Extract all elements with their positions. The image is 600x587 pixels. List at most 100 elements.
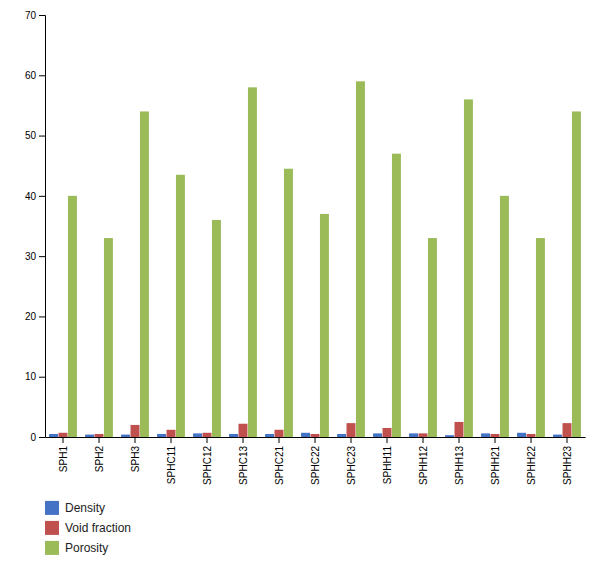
bar: [409, 433, 418, 437]
legend-label: Void fraction: [65, 521, 131, 535]
legend-item: Porosity: [45, 541, 108, 555]
tick-mark: [387, 437, 388, 443]
bar: [347, 423, 356, 437]
bar: [140, 111, 149, 437]
x-tick: SPHH23: [562, 437, 573, 485]
bar-series: [59, 422, 572, 437]
bar: [464, 99, 473, 437]
plot: 0 10 20 30 40 50 60 70 SPH1 SPH2 SPH3 SPHC11 SPHC12 S…: [25, 10, 586, 485]
tick-mark: [99, 437, 100, 443]
x-tick: SPHC11: [166, 437, 177, 484]
y-axis: 0 10 20 30 40 50 60 70: [25, 10, 46, 443]
x-tick: SPH3: [130, 437, 141, 472]
bar: [68, 196, 77, 437]
bar: [356, 81, 365, 437]
tick-mark: [207, 437, 208, 443]
bar-series: [49, 433, 562, 437]
bar: [131, 425, 140, 437]
chart: 0 10 20 30 40 50 60 70 SPH1 SPH2 SPH3 SPHC11 SPHC12 S…: [0, 0, 600, 587]
tick-label: SPH1: [58, 446, 69, 473]
bar: [176, 175, 185, 437]
bar: [392, 154, 401, 437]
x-tick: SPHC21: [274, 437, 285, 485]
tick-label: 40: [25, 191, 37, 202]
tick-label: SPHH13: [454, 446, 465, 485]
tick-mark: [39, 75, 45, 76]
bar: [572, 111, 581, 437]
bar: [248, 87, 257, 437]
legend: Density Void fraction Porosity: [45, 501, 131, 555]
tick-label: SPHH21: [490, 446, 501, 485]
tick-label: SPHC13: [238, 446, 249, 485]
bar: [517, 433, 526, 437]
bar: [419, 433, 428, 437]
x-tick: SPHH21: [490, 437, 501, 485]
bar: [229, 434, 238, 437]
legend-item: Density: [45, 501, 105, 515]
bar: [193, 433, 202, 437]
tick-label: SPH2: [94, 446, 105, 473]
tick-label: 10: [25, 371, 37, 382]
bar: [445, 435, 454, 437]
tick-label: SPHH23: [562, 446, 573, 485]
bar: [428, 238, 437, 437]
x-tick: SPHC22: [310, 437, 321, 485]
bar: [311, 434, 320, 437]
y-tick: 50: [25, 130, 45, 141]
bar: [284, 169, 293, 437]
bar: [265, 434, 274, 437]
bars: [49, 81, 581, 437]
legend-swatch: [45, 541, 59, 555]
y-tick: 10: [25, 371, 45, 382]
tick-mark: [39, 377, 45, 378]
bar: [553, 435, 562, 437]
tick-label: SPHC11: [166, 446, 177, 485]
x-tick: SPHH13: [454, 437, 465, 485]
tick-mark: [567, 437, 568, 443]
tick-label: 50: [25, 130, 37, 141]
tick-mark: [39, 15, 45, 16]
bar: [383, 428, 392, 437]
bar: [500, 196, 509, 437]
x-tick: SPHC12: [202, 437, 213, 485]
tick-mark: [459, 437, 460, 443]
tick-label: SPHC22: [310, 446, 321, 485]
x-tick: SPHH22: [526, 437, 537, 485]
bar: [203, 433, 212, 437]
bar: [301, 433, 310, 437]
axis-line: [39, 16, 46, 438]
x-tick: SPHC23: [346, 437, 357, 485]
tick-mark: [279, 437, 280, 443]
tick-mark: [63, 437, 64, 443]
tick-label: 30: [25, 251, 37, 262]
tick-mark: [351, 437, 352, 443]
tick-label: SPHH22: [526, 446, 537, 485]
bar: [104, 238, 113, 437]
bar: [275, 430, 284, 437]
tick-label: SPHC21: [274, 446, 285, 485]
tick-mark: [39, 437, 45, 438]
y-tick: 20: [25, 311, 45, 322]
tick-label: 60: [25, 70, 37, 81]
bar: [212, 220, 221, 437]
tick-mark: [423, 437, 424, 443]
bar-series: [68, 81, 581, 437]
bar: [455, 422, 464, 437]
tick-mark: [39, 316, 45, 317]
tick-mark: [495, 437, 496, 443]
bar: [320, 214, 329, 437]
x-tick: SPHC13: [238, 437, 249, 485]
bar: [527, 434, 536, 437]
tick-label: SPHC12: [202, 446, 213, 485]
y-tick: 70: [25, 10, 45, 21]
bar: [563, 423, 572, 437]
bar: [167, 430, 176, 437]
bar: [481, 433, 490, 437]
bar: [85, 435, 94, 437]
y-tick: 0: [30, 432, 45, 443]
y-tick: 30: [25, 251, 45, 262]
tick-label: 0: [30, 432, 36, 443]
legend-swatch: [45, 501, 59, 515]
tick-label: SPHH12: [418, 446, 429, 485]
tick-mark: [315, 437, 316, 443]
